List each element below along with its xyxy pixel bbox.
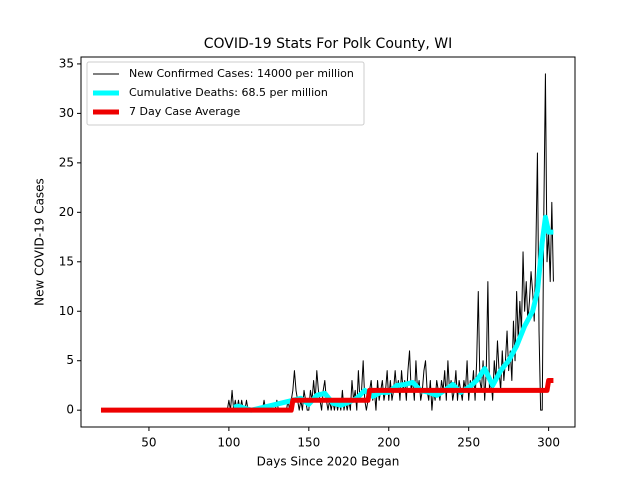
plot-frame (80, 56, 576, 428)
legend-label: 7 Day Case Average (129, 105, 241, 118)
legend-label: Cumulative Deaths: 68.5 per million (129, 86, 328, 99)
x-tick-label: 150 (297, 436, 320, 450)
y-tick-label: 15 (59, 254, 74, 268)
y-tick-label: 25 (59, 155, 74, 169)
y-tick-label: 35 (59, 56, 74, 70)
y-axis-label: New COVID-19 Cases (33, 178, 47, 306)
series-line (100, 378, 554, 413)
x-tick-label: 250 (457, 436, 480, 450)
y-tick-label: 5 (66, 353, 74, 367)
series-line (233, 214, 554, 413)
x-tick-label: 100 (217, 436, 240, 450)
x-axis-label: Days Since 2020 Began (257, 455, 400, 469)
y-tick-label: 0 (66, 403, 74, 417)
y-tick-label: 30 (59, 106, 74, 120)
x-tick-label: 50 (141, 436, 156, 450)
x-tick-label: 300 (537, 436, 560, 450)
legend-box (86, 61, 365, 126)
x-tick-label: 200 (377, 436, 400, 450)
y-tick-label: 20 (59, 205, 74, 219)
chart-title: COVID-19 Stats For Polk County, WI (204, 36, 453, 52)
legend-label: New Confirmed Cases: 14000 per million (129, 67, 354, 80)
y-tick-label: 10 (59, 304, 74, 318)
